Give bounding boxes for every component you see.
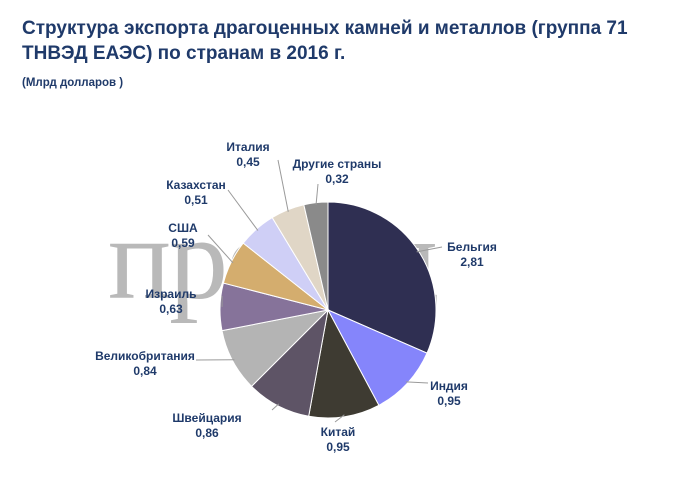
slice-label-2: Индия <box>430 379 468 393</box>
leader-line-1 <box>416 246 443 253</box>
slice-value-5: 0,84 <box>133 364 157 378</box>
slice-label-8: Казахстан <box>166 178 226 192</box>
slice-value-3: 0,95 <box>326 440 350 454</box>
pie-labels: Бельгия2,81Индия0,95Китай0,95Швейцария0,… <box>95 140 497 454</box>
slice-value-2: 0,95 <box>437 394 461 408</box>
slice-value-1: 2,81 <box>460 255 484 269</box>
slice-label-4: Швейцария <box>172 411 241 425</box>
pie-leader-lines <box>195 159 443 423</box>
slice-value-7: 0,59 <box>171 236 195 250</box>
slice-value-9: 0,45 <box>236 155 260 169</box>
pie-slices <box>219 201 437 419</box>
pie-slice-3 <box>308 308 380 419</box>
slice-value-4: 0,86 <box>195 426 219 440</box>
chart-unit: (Млрд долларов ) <box>22 77 124 89</box>
slice-value-6: 0,63 <box>159 302 183 316</box>
slice-value-8: 0,51 <box>184 193 208 207</box>
leader-line-4 <box>271 403 280 411</box>
chart-title: Структура экспорта драгоценных камней и … <box>22 18 628 64</box>
leader-line-2 <box>405 381 429 384</box>
leader-line-8 <box>227 189 259 231</box>
slice-label-10: Другие страны <box>293 157 382 171</box>
pie-slice-1 <box>327 201 437 354</box>
slice-label-6: Израиль <box>146 287 197 301</box>
leader-line-7 <box>207 234 234 264</box>
pie-slice-2 <box>326 308 428 406</box>
slice-label-9: Италия <box>226 140 269 154</box>
slice-label-5: Великобритания <box>95 349 195 363</box>
slice-label-7: США <box>168 221 198 235</box>
leader-line-3 <box>334 414 345 423</box>
leader-line-10 <box>315 183 319 205</box>
slice-label-1: Бельгия <box>447 240 497 254</box>
slice-value-10: 0,32 <box>325 172 349 186</box>
leader-line-9 <box>277 159 289 212</box>
slice-label-3: Китай <box>321 425 356 439</box>
